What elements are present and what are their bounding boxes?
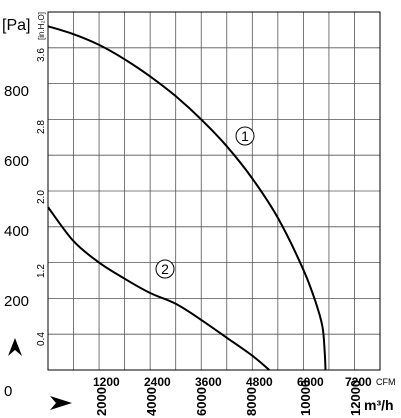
x-axis-m3h-unit: m³/h bbox=[364, 397, 394, 413]
y-tick-inh2o: 2.8 bbox=[36, 120, 47, 134]
curve-label-1-text: 1 bbox=[241, 128, 249, 144]
y-axis-arrow-icon bbox=[8, 338, 22, 356]
x-axis-arrow-icon bbox=[50, 396, 72, 410]
y-axis-pa-unit: [Pa] bbox=[2, 17, 30, 34]
x-tick-m3h: 10000 bbox=[298, 380, 313, 416]
performance-curves bbox=[47, 25, 327, 371]
curve-label-1: 1 bbox=[235, 126, 255, 146]
y-tick-pa: 400 bbox=[4, 223, 29, 240]
x-tick-m3h: 2000 bbox=[94, 387, 109, 416]
x-axis-cfm: 1200 2400 3600 4800 6000 7200 CFM bbox=[93, 375, 396, 389]
curve-series-1 bbox=[47, 25, 327, 371]
curve-series-2 bbox=[47, 206, 270, 371]
curve-label-1-circle bbox=[235, 126, 255, 146]
x-tick-m3h: 8000 bbox=[244, 387, 259, 416]
y-tick-inh2o: 1.2 bbox=[36, 264, 47, 278]
x-axis-cfm-unit: CFM bbox=[376, 377, 396, 387]
y-tick-pa: 600 bbox=[4, 153, 29, 170]
curve-label-2: 2 bbox=[155, 259, 175, 279]
y-tick-pa: 200 bbox=[4, 293, 29, 310]
y-tick-pa: 0 bbox=[4, 383, 12, 400]
x-tick-m3h: 4000 bbox=[144, 387, 159, 416]
x-tick-cfm: 4800 bbox=[246, 375, 273, 389]
x-tick-m3h: 12000 bbox=[348, 380, 363, 416]
x-tick-cfm: 3600 bbox=[195, 375, 222, 389]
y-tick-inh2o: 2.0 bbox=[36, 190, 47, 204]
x-tick-cfm: 2400 bbox=[144, 375, 171, 389]
x-tick-cfm: 6000 bbox=[297, 375, 324, 389]
x-tick-m3h: 6000 bbox=[194, 387, 209, 416]
x-tick-cfm: 7200 bbox=[345, 375, 372, 389]
horizontal-gridlines bbox=[48, 47, 380, 335]
x-tick-cfm: 1200 bbox=[93, 375, 120, 389]
x-axis-m3h: 2000 4000 6000 8000 10000 12000 m³/h bbox=[50, 380, 394, 416]
y-tick-pa: 800 bbox=[4, 83, 29, 100]
curve-label-2-text: 2 bbox=[161, 261, 169, 277]
grid bbox=[47, 11, 381, 371]
y-axis-pa: [Pa] 0 200 400 600 800 bbox=[2, 17, 30, 400]
y-tick-inh2o: 3.6 bbox=[36, 48, 47, 62]
y-axis-inh2o-unit: [in.H₂O] bbox=[37, 12, 46, 40]
y-tick-inh2o: 0.4 bbox=[36, 332, 47, 346]
curve-label-2-circle bbox=[155, 259, 175, 279]
plot-frame bbox=[47, 11, 381, 371]
y-axis-inh2o: [in.H₂O] 0.4 1.2 2.0 2.8 3.6 bbox=[36, 12, 47, 346]
